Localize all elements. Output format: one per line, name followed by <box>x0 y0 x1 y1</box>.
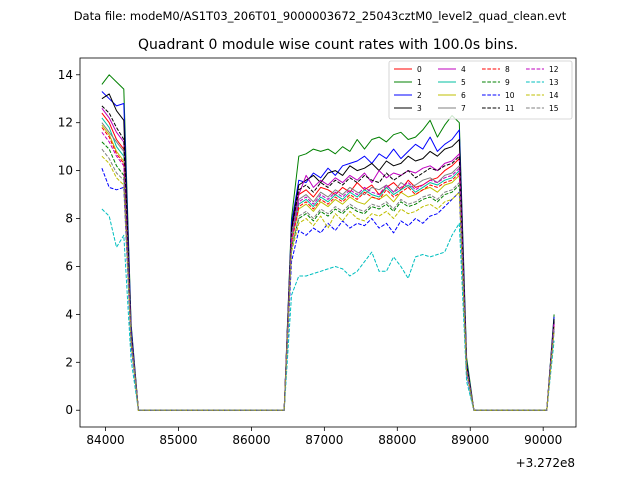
y-tick-label: 12 <box>58 116 73 130</box>
legend-label-13: 13 <box>549 78 559 87</box>
y-tick-label: 10 <box>58 164 73 178</box>
legend-label-6: 6 <box>461 91 466 100</box>
legend-label-7: 7 <box>461 104 466 113</box>
legend-label-9: 9 <box>505 78 510 87</box>
legend-label-12: 12 <box>549 65 559 74</box>
legend-label-1: 1 <box>417 78 422 87</box>
x-tick-label: 89000 <box>451 433 489 447</box>
y-tick-label: 8 <box>65 212 73 226</box>
x-tick-label: 86000 <box>232 433 270 447</box>
axes-frame <box>79 57 577 428</box>
legend-label-10: 10 <box>505 91 515 100</box>
legend-label-4: 4 <box>461 65 466 74</box>
legend-box <box>388 60 573 120</box>
legend-label-2: 2 <box>417 91 422 100</box>
x-tick-label: 90000 <box>524 433 562 447</box>
x-tick-label: 84000 <box>86 433 124 447</box>
legend-label-8: 8 <box>505 65 510 74</box>
y-tick-label: 0 <box>65 403 73 417</box>
y-tick-label: 2 <box>65 355 73 369</box>
plot-area: 84000 85000 86000 87000 88000 89000 90000 0 2 4 6 8… <box>58 57 577 447</box>
x-offset-label: +3.272e8 <box>516 456 575 470</box>
y-tick-label: 4 <box>65 307 73 321</box>
figure-suptitle: Data file: modeM0/AS1T03_206T01_90000036… <box>74 9 567 23</box>
series-line-15 <box>101 148 555 411</box>
y-tick-label: 6 <box>65 259 73 273</box>
x-tick-label: 87000 <box>305 433 343 447</box>
x-tick-label: 85000 <box>159 433 197 447</box>
y-tick-label: 14 <box>58 68 73 82</box>
legend-label-3: 3 <box>417 104 422 113</box>
chart-title: Quadrant 0 module wise count rates with … <box>138 37 518 53</box>
legend-label-11: 11 <box>505 104 515 113</box>
legend-label-5: 5 <box>461 78 466 87</box>
x-tick-label: 88000 <box>378 433 416 447</box>
legend-label-14: 14 <box>549 91 559 100</box>
legend-label-0: 0 <box>417 65 422 74</box>
legend-label-15: 15 <box>549 104 559 113</box>
